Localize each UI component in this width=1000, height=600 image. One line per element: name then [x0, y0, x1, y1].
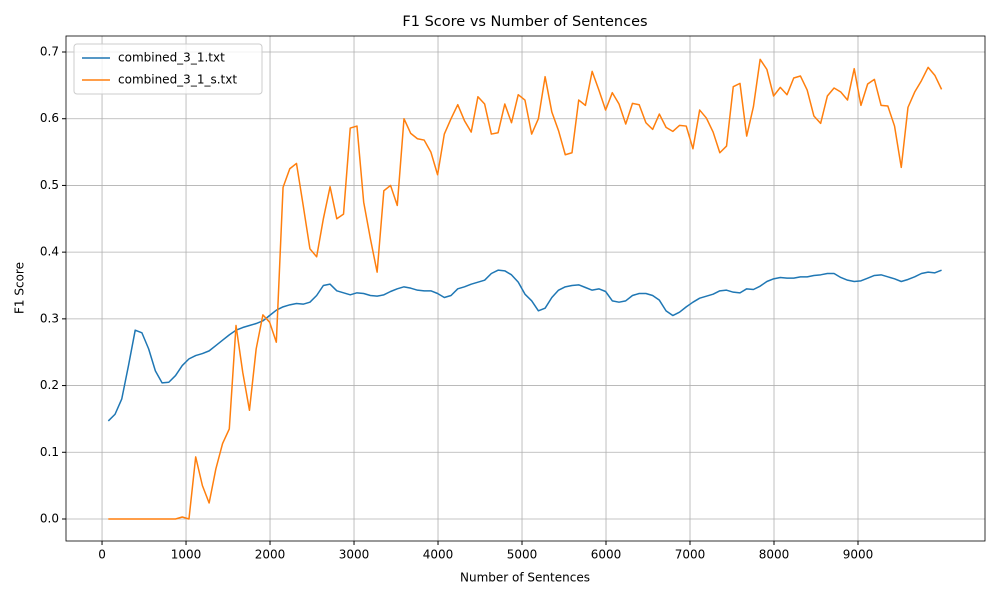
x-tick-label: 9000: [843, 548, 874, 562]
x-tick-label: 6000: [591, 548, 622, 562]
y-tick-label: 0.7: [40, 45, 59, 59]
x-tick-label: 4000: [423, 548, 454, 562]
chart-title: F1 Score vs Number of Sentences: [402, 14, 647, 30]
y-tick-label: 0.2: [40, 378, 59, 392]
x-tick-label: 0: [98, 548, 106, 562]
y-axis-label: F1 Score: [13, 262, 27, 314]
x-axis-label: Number of Sentences: [460, 571, 590, 585]
x-tick-label: 1000: [171, 548, 202, 562]
y-tick-label: 0.0: [40, 511, 59, 525]
line-series: [107, 269, 942, 422]
x-tick-label: 7000: [675, 548, 706, 562]
legend-label: combined_3_1.txt: [118, 51, 225, 65]
x-tick-label: 5000: [507, 548, 538, 562]
x-tick-label: 3000: [339, 548, 370, 562]
plot-frame: [65, 35, 986, 542]
legend-box: [73, 43, 263, 95]
x-tick-label: 2000: [255, 548, 286, 562]
legend-label: combined_3_1_s.txt: [118, 73, 237, 87]
line-series: [108, 58, 943, 520]
y-tick-label: 0.4: [40, 245, 59, 259]
y-tick-label: 0.3: [40, 311, 59, 325]
y-tick-label: 0.5: [40, 178, 59, 192]
y-tick-label: 0.1: [40, 445, 59, 459]
x-tick-label: 8000: [759, 548, 790, 562]
y-tick-label: 0.6: [40, 111, 59, 125]
